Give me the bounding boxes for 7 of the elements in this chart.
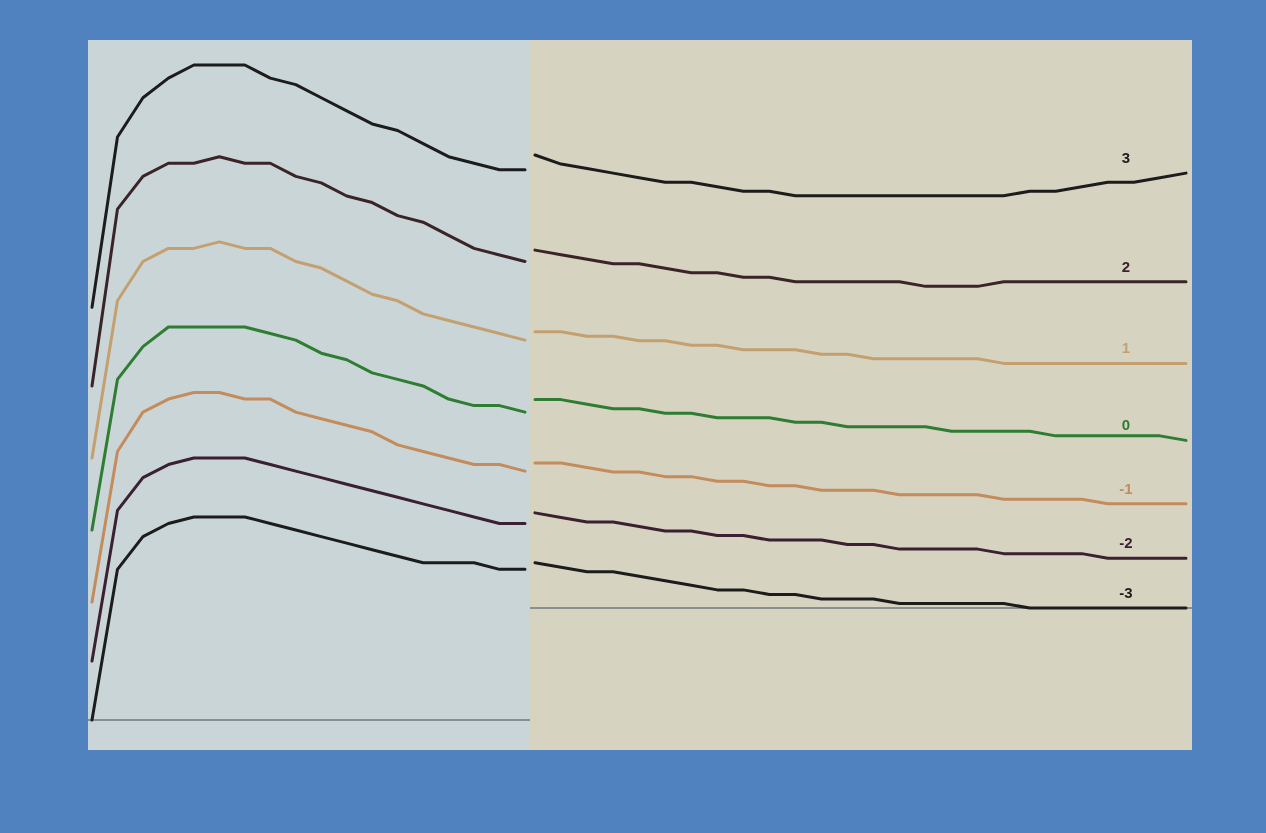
series-label: 2 <box>1121 257 1131 275</box>
series-label: 0 <box>1121 416 1131 434</box>
series-label: -1 <box>1119 479 1133 497</box>
series-label: -3 <box>1119 584 1133 601</box>
series-label: 1 <box>1121 339 1131 357</box>
series-label: -2 <box>1119 534 1133 552</box>
series-label: 3 <box>1121 149 1131 167</box>
